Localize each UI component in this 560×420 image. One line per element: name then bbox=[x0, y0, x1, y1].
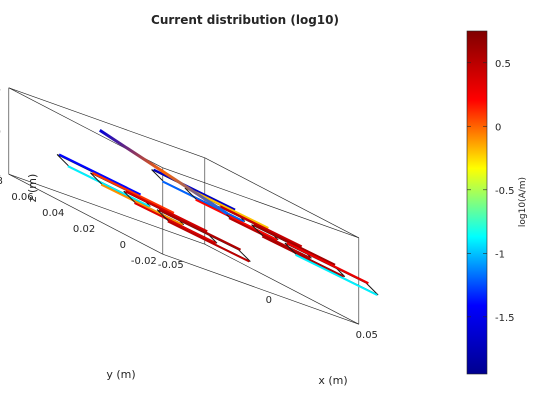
colorbar: 0.5 0 -0.5 -1 -1.5 log10(A/m) bbox=[466, 30, 528, 375]
y-tick-label: 0.08 bbox=[0, 176, 3, 187]
colorbar-label: log10(A/m) bbox=[518, 177, 528, 227]
box-edge-11 bbox=[8, 87, 205, 159]
panel-current-edge bbox=[228, 217, 311, 260]
panel-current-edge bbox=[195, 198, 278, 241]
feed-line bbox=[98, 129, 229, 215]
colorbar-tick-label: -1 bbox=[495, 249, 505, 260]
z-tick-label: 0.04 bbox=[0, 84, 1, 95]
y-tick-label: 0.04 bbox=[42, 208, 64, 219]
box-edge-0 bbox=[162, 253, 359, 325]
y-tick-label: 0 bbox=[120, 240, 126, 251]
panel-frame bbox=[90, 172, 185, 226]
panel-frame bbox=[217, 205, 312, 259]
panel-current-edge bbox=[100, 183, 184, 226]
z-tick-label: 0 bbox=[0, 127, 1, 138]
box-edge-10 bbox=[204, 157, 359, 239]
box-edge-1 bbox=[8, 173, 163, 255]
panel-current-edge bbox=[58, 153, 142, 196]
colorbar-gradient bbox=[466, 30, 488, 375]
panel-frame bbox=[284, 242, 379, 296]
panel-frame bbox=[56, 154, 151, 207]
box-edge-3 bbox=[204, 243, 359, 325]
z-tick-label: -0.02 bbox=[0, 149, 1, 160]
colorbar-ticks: 0.5 0 -0.5 -1 -1.5 bbox=[467, 59, 515, 324]
x-tick-label: -0.05 bbox=[158, 260, 184, 271]
panel-p2 bbox=[90, 171, 185, 226]
panel-current-edge bbox=[295, 253, 378, 296]
y-axis-label: y (m) bbox=[106, 368, 135, 381]
panel-p8 bbox=[251, 223, 346, 278]
panel-p4 bbox=[156, 208, 251, 263]
panel-current-edge bbox=[158, 208, 242, 251]
panel-current-edge bbox=[167, 220, 250, 263]
panel-current-edge bbox=[219, 205, 303, 248]
panel-p9 bbox=[284, 242, 379, 296]
y-tick-label: 0.06 bbox=[11, 192, 33, 203]
colorbar-tick-label: -1.5 bbox=[495, 313, 515, 324]
panel-frame bbox=[251, 224, 346, 278]
panel-current-edge bbox=[125, 190, 208, 233]
panel-current-edge bbox=[134, 202, 217, 245]
z-axis-label: z (m) bbox=[26, 174, 39, 203]
panel-current-edge bbox=[261, 235, 345, 278]
y-tick-label: -0.02 bbox=[131, 256, 157, 267]
panel-current-edge bbox=[91, 171, 175, 214]
chart-title: Current distribution (log10) bbox=[151, 13, 339, 27]
colorbar-tick-label: 0.5 bbox=[495, 59, 511, 70]
axes-box bbox=[8, 87, 360, 325]
colorbar-tick-label: 0 bbox=[495, 122, 501, 133]
x-axis-label: x (m) bbox=[318, 374, 347, 387]
box-edge-7 bbox=[162, 167, 359, 239]
x-tick-label: 0.05 bbox=[356, 330, 378, 341]
panel-current-edge bbox=[253, 223, 336, 266]
antenna-panels bbox=[56, 129, 379, 296]
z-tick-label: -0.04 bbox=[0, 170, 1, 181]
panel-current-edge bbox=[286, 242, 369, 285]
box-edge-5 bbox=[8, 173, 205, 245]
panel-current-edge bbox=[67, 165, 150, 208]
x-tick-label: 0 bbox=[266, 295, 272, 306]
panel-current-edge bbox=[161, 180, 245, 223]
panel-p1 bbox=[56, 153, 151, 208]
panel-current-edge bbox=[153, 168, 236, 211]
y-tick-label: 0.02 bbox=[73, 224, 95, 235]
panel-p7 bbox=[217, 205, 312, 260]
axis-ticks: -0.04 -0.02 0 0.02 0.04 -0.02 0 0.02 0.04 0.06 0.0… bbox=[0, 84, 378, 341]
z-tick-label: 0.02 bbox=[0, 105, 1, 116]
colorbar-tick-label: -0.5 bbox=[495, 186, 515, 197]
